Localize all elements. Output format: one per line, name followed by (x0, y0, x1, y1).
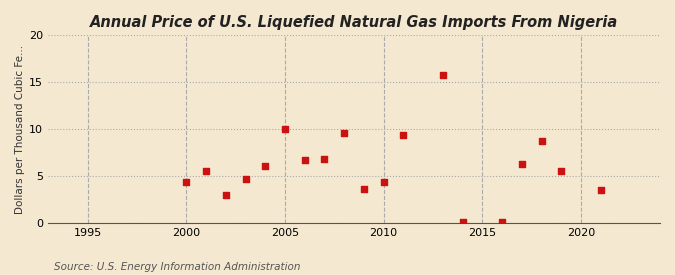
Point (536, 138, 547, 143)
Title: Annual Price of U.S. Liquefied Natural Gas Imports From Nigeria: Annual Price of U.S. Liquefied Natural G… (90, 15, 618, 30)
Point (200, 169, 211, 174)
Y-axis label: Dollars per Thousand Cubic Fe...: Dollars per Thousand Cubic Fe... (15, 45, 25, 214)
Point (556, 169, 567, 174)
Point (457, 219, 468, 224)
Point (437, 73, 448, 77)
Point (398, 133, 409, 137)
Point (319, 157, 330, 161)
Text: Source: U.S. Energy Information Administration: Source: U.S. Energy Information Administ… (54, 262, 300, 272)
Point (279, 127, 290, 131)
Point (339, 131, 350, 135)
Point (595, 188, 606, 192)
Point (516, 162, 527, 166)
Point (497, 219, 508, 224)
Point (358, 187, 369, 191)
Point (378, 180, 389, 184)
Point (181, 180, 192, 184)
Point (260, 164, 271, 168)
Point (240, 177, 251, 181)
Point (299, 158, 310, 163)
Point (220, 193, 231, 197)
